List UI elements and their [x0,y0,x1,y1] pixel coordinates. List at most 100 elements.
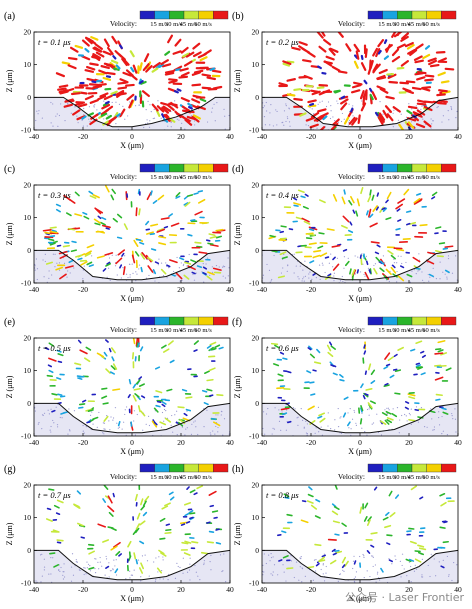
time-label: t = 0.1 μs [38,37,71,47]
substrate-dot [135,271,137,273]
substrate-dot [68,429,71,431]
substrate-dot [56,262,58,264]
colorbar-segment [382,163,398,173]
substrate-dot [359,271,362,273]
substrate-dot [330,105,332,107]
velocity-vector [53,564,60,568]
velocity-vector [321,71,327,75]
y-tick-label: 0 [27,546,31,555]
substrate-dot [276,110,278,113]
substrate-dot [396,281,398,283]
y-tick-label: 0 [27,246,31,255]
velocity-vector [174,110,182,119]
substrate-dot [115,122,117,125]
substrate-dot [114,265,117,267]
substrate-dot [330,428,332,430]
velocity-vector [407,48,416,55]
velocity-vector [332,372,338,376]
velocity-vector [57,87,67,91]
substrate-dot [146,560,149,562]
velocity-vector [351,117,358,126]
y-tick-label: 20 [24,481,32,490]
velocity-vector [437,71,446,77]
velocity-vector [143,53,150,63]
velocity-vector [156,400,162,404]
substrate-dot [55,406,57,408]
velocity-vector [316,86,325,90]
velocity-vector [142,511,148,517]
velocity-vector [190,219,196,222]
substrate-dot [111,254,113,256]
velocity-vector [386,542,391,546]
substrate-dot [106,276,108,279]
substrate-dot [283,124,285,126]
velocity-vector [125,83,135,87]
velocity-vector [384,352,391,360]
velocity-vector [413,55,423,62]
velocity-vector [72,109,81,116]
velocity-vector [404,406,409,410]
colorbar-segment [441,463,457,473]
substrate-dot [392,112,394,114]
substrate-dot [283,571,285,573]
substrate-region [34,250,230,283]
velocity-vector [339,379,345,382]
substrate-dot [305,420,307,422]
substrate-dot [162,556,164,558]
velocity-vector [270,342,279,346]
velocity-vector [416,102,427,106]
velocity-vector [84,69,95,73]
substrate-dot [203,563,205,566]
velocity-vector [102,402,109,405]
velocity-vector [104,105,114,113]
z-axis-label: Z (μm) [5,522,14,545]
substrate-dot [99,556,101,559]
substrate-dot [446,555,448,558]
velocity-vector [392,368,398,371]
substrate-dot [52,557,54,559]
substrate-dot [435,575,437,577]
velocity-vector [62,244,71,248]
substrate-dot [388,280,390,283]
substrate-dot [410,565,412,568]
velocity-vector [438,89,448,93]
substrate-dot [410,408,412,410]
velocity-vector [417,551,425,556]
substrate-dot [161,411,164,414]
velocity-vector [129,50,135,58]
velocity-vector [213,516,218,519]
y-tick-label: 0 [255,93,259,102]
velocity-vector [332,520,341,524]
velocity-vector [295,216,303,220]
colorbar-segment [213,163,229,173]
substrate-dot [359,555,361,558]
velocity-vector [344,560,349,568]
velocity-vector [351,84,362,89]
substrate-dot [118,103,121,105]
substrate-dot [430,127,432,129]
substrate-dot [69,430,71,432]
substrate-dot [166,277,168,279]
panel-content [262,340,458,436]
y-tick-label: 10 [252,366,260,375]
substrate-dot [213,103,215,105]
velocity-vector [107,495,113,504]
velocity-vector [390,266,397,274]
substrate-dot [83,113,85,116]
velocity-vector [209,504,214,508]
velocity-vector [136,512,141,520]
substrate-dot [162,274,165,277]
velocity-vector [93,218,101,224]
colorbar-tick-label: 15 m/s [378,174,396,181]
velocity-vector [314,543,322,547]
substrate-dot [214,120,216,122]
substrate-dot [442,559,444,561]
substrate-dot [327,412,329,414]
substrate-dot [333,275,335,277]
velocity-vector [67,227,76,231]
panel-h: (h)Velocity: 15 m/s30 m/s45 m/s60 m/st = … [232,463,462,603]
velocity-vector [385,410,392,415]
velocity-vector [164,71,175,76]
colorbar-tick-label: 45 m/s [408,327,426,334]
substrate-dot [210,554,212,557]
